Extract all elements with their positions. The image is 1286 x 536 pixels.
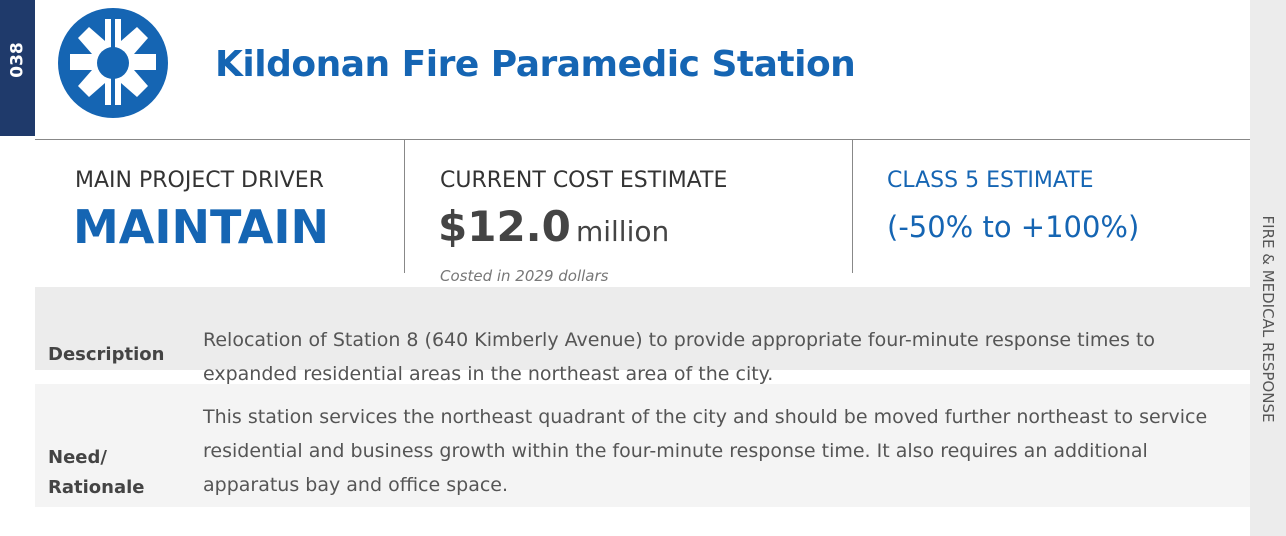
cost-note: Costed in 2029 dollars	[440, 267, 609, 285]
estimate-class: CLASS 5 ESTIMATE	[887, 168, 1094, 193]
rationale-row	[35, 384, 1250, 507]
column-divider	[404, 140, 405, 273]
row-label: Description	[48, 344, 165, 365]
divider	[35, 139, 1250, 140]
driver-label: MAIN PROJECT DRIVER	[75, 168, 324, 193]
row-text: Relocation of Station 8 (640 Kimberly Av…	[203, 329, 1156, 385]
description-row	[35, 287, 1250, 370]
cost-unit: million	[575, 215, 670, 248]
cost: $12.0 million	[438, 202, 669, 251]
estimate-range: (-50% to +100%)	[887, 210, 1140, 244]
cost-amount: $12.0	[438, 202, 571, 251]
page-number: 038	[7, 42, 28, 78]
driver-value: MAINTAIN	[73, 200, 330, 254]
title: Kildonan Fire Paramedic Station	[215, 44, 856, 85]
row-label: Need/ Rationale	[48, 447, 145, 498]
sidebar	[1250, 0, 1286, 536]
icon	[58, 8, 168, 118]
number-tab	[0, 0, 35, 136]
column-divider	[852, 140, 853, 273]
sidebar-label: FIRE & MEDICAL RESPONSE	[1259, 215, 1277, 423]
row-text: This station services the northeast quad…	[203, 406, 1208, 496]
cost-label: CURRENT COST ESTIMATE	[440, 168, 728, 193]
